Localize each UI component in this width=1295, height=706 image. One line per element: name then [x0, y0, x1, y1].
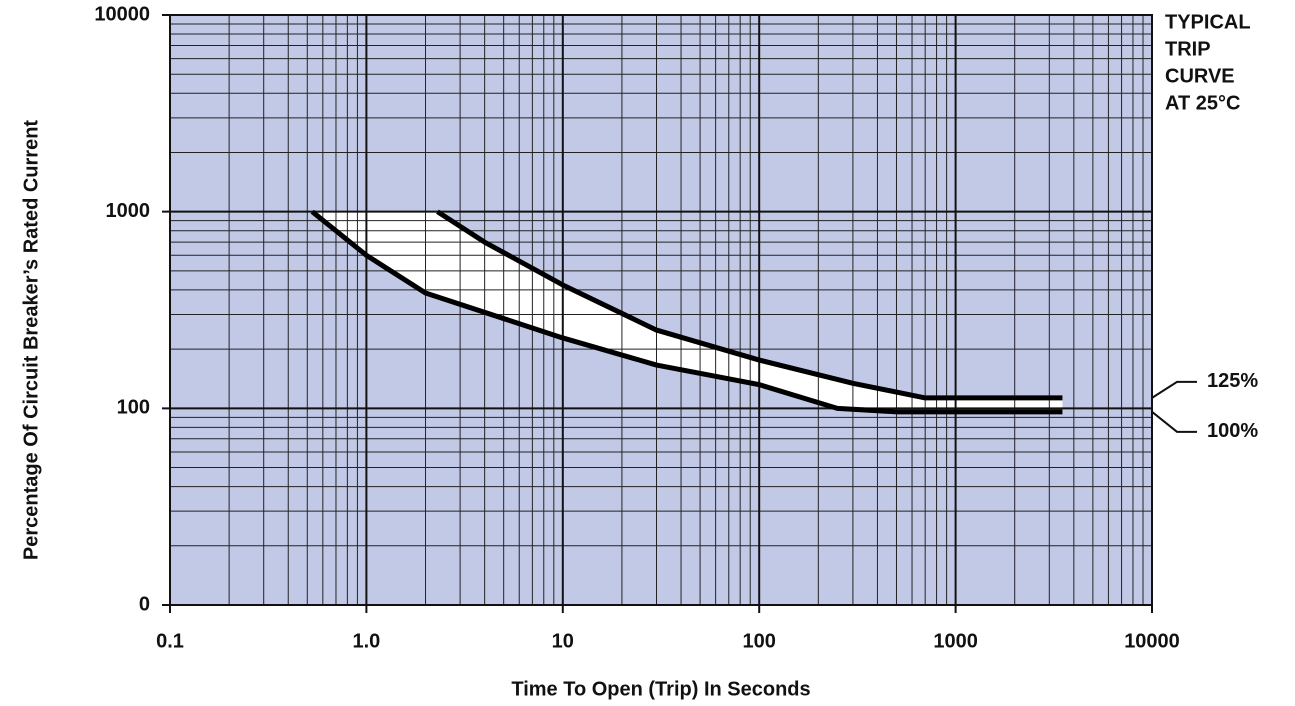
x-tick-label: 1000	[933, 630, 978, 652]
x-tick-label: 10	[552, 630, 574, 652]
y-tick-label: 100	[117, 397, 150, 419]
trip-curve	[310, 209, 1063, 415]
x-tick-label: 10000	[1124, 630, 1180, 652]
y-tick-label: 10000	[94, 3, 150, 25]
x-tick-label: 1.0	[352, 630, 380, 652]
y-axis-label: Percentage Of Circuit Breaker’s Rated Cu…	[20, 120, 42, 560]
x-tick-label: 0.1	[156, 630, 184, 652]
plot-background	[170, 15, 1152, 605]
leader-line	[1151, 380, 1197, 399]
trip-band	[312, 211, 1063, 412]
curve-label: 100%	[1207, 420, 1258, 442]
leader-line	[1151, 411, 1197, 433]
annotation: TYPICAL	[1165, 11, 1251, 33]
plot-frame	[169, 14, 1153, 606]
y-tick-label: 0	[139, 593, 150, 615]
annotation: AT 25°C	[1165, 92, 1240, 114]
annotation: TRIP	[1165, 38, 1211, 60]
y-tick-label: 1000	[106, 200, 151, 222]
annotation: CURVE	[1165, 65, 1235, 87]
curve-label: 125%	[1207, 370, 1258, 392]
trip-curve	[436, 209, 1063, 401]
x-tick-label: 100	[743, 630, 776, 652]
x-axis-label: Time To Open (Trip) In Seconds	[511, 678, 810, 700]
